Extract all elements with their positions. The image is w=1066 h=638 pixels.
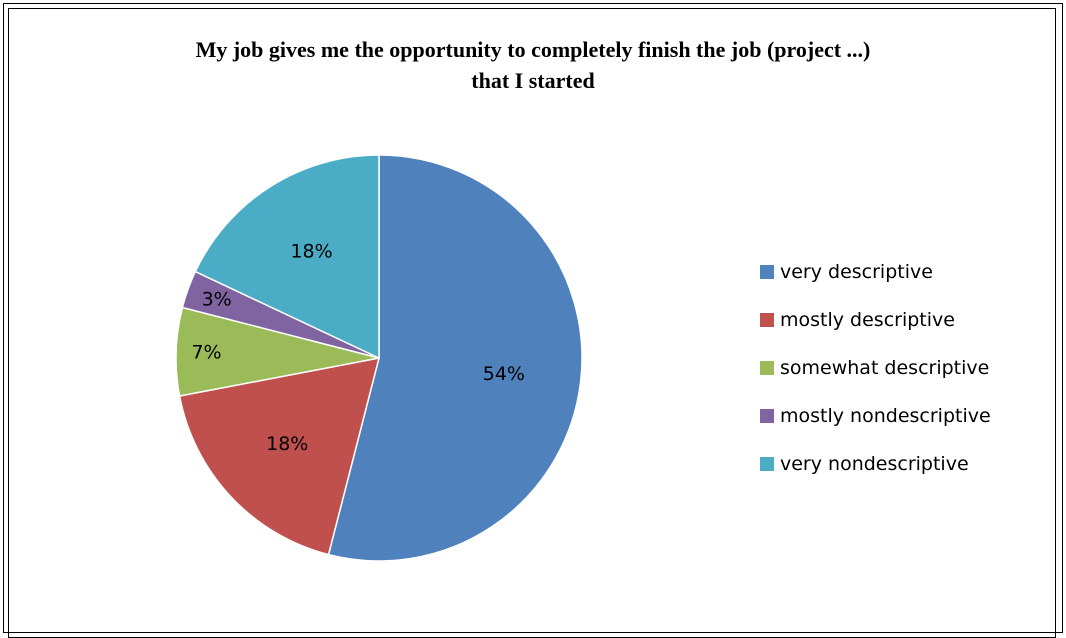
legend-swatch: [760, 409, 774, 423]
legend-label: very descriptive: [780, 261, 933, 283]
legend-label: mostly nondescriptive: [780, 405, 991, 427]
chart-title-line-2: that I started: [471, 68, 595, 93]
legend-label: mostly descriptive: [780, 309, 955, 331]
pie-slice-mostly-descriptive: [178, 357, 381, 556]
legend-swatch: [760, 457, 774, 471]
legend-swatch: [760, 361, 774, 375]
legend-item-somewhat-descriptive: somewhat descriptive: [760, 344, 991, 392]
slice-label-mostly-descriptive: 18%: [266, 433, 308, 455]
legend-item-very-descriptive: very descriptive: [760, 248, 991, 296]
legend-item-very-nondescriptive: very nondescriptive: [760, 440, 991, 488]
legend-label: somewhat descriptive: [780, 357, 990, 379]
legend-swatch: [760, 265, 774, 279]
legend-label: very nondescriptive: [780, 453, 969, 475]
slice-label-very-nondescriptive: 18%: [290, 241, 332, 263]
legend-swatch: [760, 313, 774, 327]
legend-item-mostly-descriptive: mostly descriptive: [760, 296, 991, 344]
chart-title-line-1: My job gives me the opportunity to compl…: [195, 37, 871, 62]
chart-legend: very descriptive mostly descriptive somewh…: [760, 248, 991, 488]
slice-label-very-descriptive: 54%: [483, 363, 525, 385]
legend-item-mostly-nondescriptive: mostly nondescriptive: [760, 392, 991, 440]
pie-slice-very-nondescriptive: [194, 154, 380, 360]
slice-label-mostly-nondescriptive: 3%: [202, 289, 232, 311]
slice-label-somewhat-descriptive: 7%: [191, 342, 221, 364]
pie-chart: 54% 18% 7% 3% 18%: [175, 154, 583, 562]
chart-title: My job gives me the opportunity to compl…: [0, 34, 1066, 96]
pie-slice-very-descriptive: [327, 154, 583, 562]
